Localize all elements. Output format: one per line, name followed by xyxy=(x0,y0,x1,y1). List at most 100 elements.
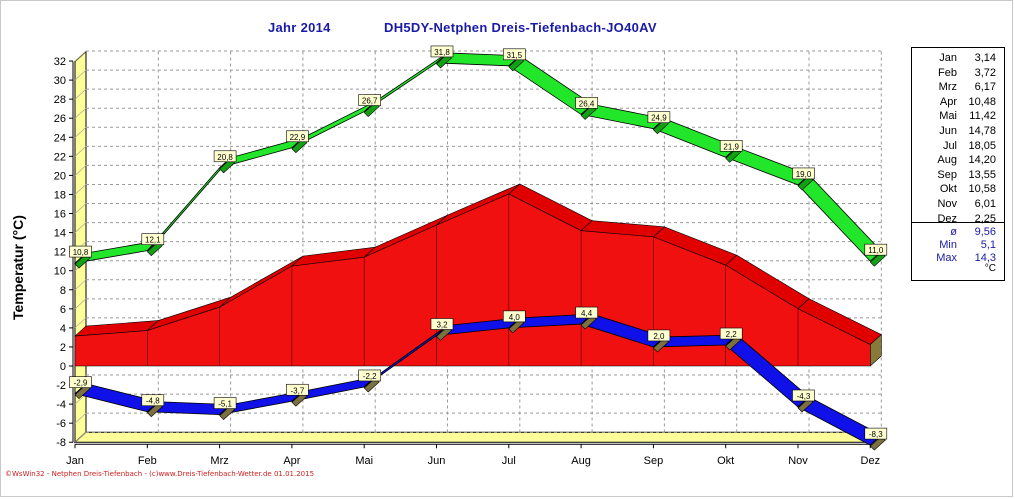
min-temp-marker xyxy=(363,377,380,393)
min-temp-label: 4,0 xyxy=(509,313,521,322)
max-temp-label-box xyxy=(358,94,382,106)
monthly-mean-legend: Jan 3,14 Feb 3,72 Mrz 6,17 Apr 10,48 Mai 11,42 Jun… xyxy=(911,47,1005,281)
max-temp-label: 12,1 xyxy=(145,236,161,245)
wall-grid-line xyxy=(74,126,87,138)
y-tick-label: -2 xyxy=(56,380,66,392)
legend-month-label: Nov xyxy=(937,198,957,210)
y-tick-label: 0 xyxy=(60,361,66,373)
max-temp-label: 19,0 xyxy=(796,170,812,179)
legend-row-jul: Jul 18,05 xyxy=(912,139,996,153)
max-temp-label-group: 31,8 xyxy=(430,45,454,58)
legend-row-jan: Jan 3,14 xyxy=(912,52,996,65)
min-temp-label-group: -4,3 xyxy=(792,389,815,402)
min-temp-marker xyxy=(508,318,525,334)
max-temp-label: 11,0 xyxy=(868,246,884,255)
max-temp-label-box xyxy=(792,167,815,180)
min-temp-label-group: 4,0 xyxy=(502,310,526,323)
legend-row-mai: Mai 11,42 xyxy=(912,110,996,123)
x-tick-label: Feb xyxy=(138,455,157,467)
max-temp-label-group: 31,5 xyxy=(502,48,526,61)
max-temp-label-group: 20,8 xyxy=(213,150,237,163)
y-tick-label: 30 xyxy=(54,75,66,87)
max-temp-label-group: 12,1 xyxy=(141,233,165,245)
y-tick-label: 2 xyxy=(60,342,66,354)
max-temp-label: 22,9 xyxy=(290,133,306,142)
max-temp-label-box xyxy=(286,130,309,143)
legend-row-feb: Feb 3,72 xyxy=(912,66,996,80)
y-tick-label: 8 xyxy=(60,285,66,297)
max-temp-marker xyxy=(74,253,91,269)
legend-value: 18,05 xyxy=(968,139,996,152)
wall-grid-line xyxy=(74,146,87,157)
max-temp-label-box xyxy=(575,97,598,109)
legend-stat-row: Min 5,1 xyxy=(912,239,996,252)
min-temp-marker xyxy=(291,391,308,407)
y-tick-label: 16 xyxy=(54,209,66,221)
max-temp-label-box xyxy=(719,139,743,152)
min-temp-label-group: 2,2 xyxy=(719,327,743,340)
mean-area-side xyxy=(869,333,882,367)
wall-grid-line xyxy=(74,165,87,176)
legend-month-label: Jul xyxy=(942,139,957,152)
legend-value: 13,55 xyxy=(968,168,996,181)
wall-grid-line xyxy=(74,431,87,443)
min-temp-label-group: 3,2 xyxy=(430,318,454,330)
legend-month-label: Dez xyxy=(937,212,957,225)
min-temp-label: 2,2 xyxy=(726,330,738,339)
wall-grid-line xyxy=(74,203,87,214)
max-temp-marker xyxy=(219,158,236,174)
max-temp-label-group: 21,9 xyxy=(719,139,743,152)
min-temp-label: 4,4 xyxy=(581,309,593,318)
legend-month-label: Min xyxy=(939,239,957,251)
max-temp-label-group: 22,9 xyxy=(286,130,309,143)
max-temp-label-box xyxy=(141,233,165,245)
y-tick-label: 22 xyxy=(54,151,66,163)
min-temp-label: 2,0 xyxy=(653,332,665,341)
legend-value: 5,1 xyxy=(980,239,996,251)
legend-month-label: Mrz xyxy=(938,81,957,94)
x-tick-label: Jan xyxy=(66,455,84,467)
chart-title-year: Jahr 2014 xyxy=(268,20,331,35)
min-temp-label: -2,2 xyxy=(363,372,377,381)
legend-row-sep: Sep 13,55 xyxy=(912,168,996,182)
wall-grid-line xyxy=(74,279,87,291)
legend-row-dez: Dez 2,25 xyxy=(912,212,996,226)
y-tick-label: 28 xyxy=(54,94,66,106)
min-temp-label-group: -4,8 xyxy=(141,394,165,407)
legend-month-label: Max xyxy=(936,252,957,264)
legend-month-label: Okt xyxy=(939,183,957,196)
wall-grid-line xyxy=(74,412,87,424)
max-temp-marker xyxy=(580,104,597,120)
y-tick-label: 26 xyxy=(54,113,66,125)
legend-value: 6,17 xyxy=(974,81,996,94)
x-tick-label: Mai xyxy=(355,455,373,467)
min-temp-label-box xyxy=(502,310,526,323)
legend-value: 14,20 xyxy=(968,154,996,167)
max-temp-label-box xyxy=(213,150,237,163)
x-tick-label: Dez xyxy=(861,455,881,467)
max-temp-label-box xyxy=(864,243,888,256)
legend-month-label: Feb xyxy=(938,66,957,79)
y-tick-label: 18 xyxy=(54,189,66,201)
legend-month-label: Aug xyxy=(937,154,957,167)
legend-month-label: ø xyxy=(950,226,957,238)
max-temp-marker xyxy=(291,138,308,154)
wall-grid-line xyxy=(74,317,87,329)
legend-value: 14,78 xyxy=(968,125,996,137)
legend-value: 10,48 xyxy=(968,95,996,108)
max-temp-label: 26,7 xyxy=(362,97,378,106)
y-tick-label: 20 xyxy=(54,170,66,182)
max-temp-label: 24,9 xyxy=(651,114,667,123)
max-temp-label-group: 26,7 xyxy=(358,94,382,106)
x-tick-label: Mrz xyxy=(210,455,228,467)
wall-grid-line xyxy=(74,298,87,310)
legend-value: 3,14 xyxy=(974,52,996,64)
min-temp-label-box xyxy=(286,383,309,396)
max-temp-marker xyxy=(869,251,886,267)
min-temp-label: -8,3 xyxy=(869,430,883,439)
min-temp-label: -2,9 xyxy=(74,379,88,388)
legend-month-label: Sep xyxy=(937,168,957,181)
x-tick-label: Jul xyxy=(502,455,516,467)
y-tick-label: 12 xyxy=(54,247,66,259)
